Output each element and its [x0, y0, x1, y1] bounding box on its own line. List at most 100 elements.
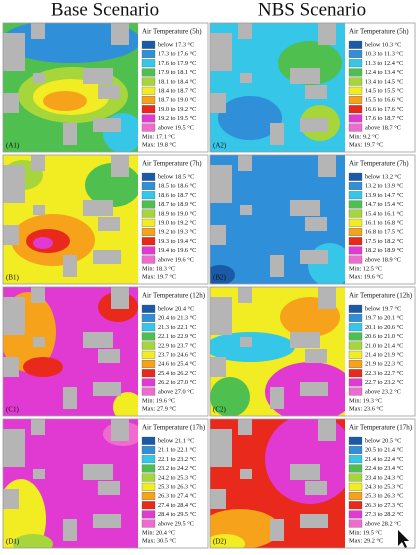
building — [83, 332, 113, 348]
building — [210, 489, 226, 509]
building — [98, 349, 120, 363]
legend-item: 20.1 to 20.6 °C — [365, 324, 403, 331]
building — [98, 481, 120, 495]
legend-swatch — [141, 200, 156, 209]
legend-item: 16.1 to 16.8 °C — [365, 219, 403, 226]
legend-item: 25.4 to 26.2 °C — [158, 370, 196, 377]
legend-swatch — [348, 77, 363, 86]
legend-swatch — [348, 218, 363, 227]
legend-swatch — [141, 501, 156, 510]
panel-frame — [2, 418, 209, 549]
building — [93, 250, 121, 264]
building — [31, 155, 45, 171]
map — [210, 419, 345, 548]
building — [290, 68, 320, 84]
legend-item: above 23.2 °C — [365, 388, 401, 395]
building — [270, 387, 284, 409]
building — [3, 297, 25, 335]
legend-swatch — [141, 360, 156, 368]
building — [300, 118, 328, 132]
building — [111, 419, 129, 441]
legend-swatch — [141, 123, 156, 132]
legend-item: above 18.9 °C — [365, 256, 401, 263]
building — [33, 205, 45, 215]
building — [98, 217, 120, 231]
legend-swatch — [141, 332, 156, 341]
legend-item: 21.0 to 21.4 °C — [365, 342, 403, 349]
building — [3, 93, 19, 113]
legend-swatch — [348, 369, 363, 378]
building — [318, 419, 336, 441]
building — [210, 93, 226, 113]
building — [270, 123, 284, 145]
legend-item: 18.5 to 18.6 °C — [158, 183, 196, 190]
legend-item: above 29.5 °C — [158, 520, 194, 527]
building — [98, 85, 120, 99]
legend-swatch — [141, 50, 156, 58]
map — [210, 287, 345, 416]
legend-max: Max: 23.6 °C — [349, 405, 383, 412]
panel-label: (B2) — [213, 274, 227, 282]
temperature-zone — [218, 96, 282, 140]
legend-item: 25.3 to 26.3 °C — [158, 483, 196, 490]
column-header: Base Scenario — [51, 0, 159, 20]
map — [3, 287, 138, 416]
legend-item: 19.3 to 19.4 °C — [158, 238, 196, 245]
legend-swatch — [348, 86, 363, 95]
legend-swatch — [348, 378, 363, 387]
legend-title: Air Temperature (7h) — [349, 160, 409, 168]
building — [33, 73, 45, 83]
legend-item: 18.6 to 18.7 °C — [158, 192, 196, 199]
building — [111, 23, 129, 45]
legend-item: 27.4 to 28.4 °C — [158, 502, 196, 509]
legend-item: 14.7 to 15.4 °C — [365, 201, 403, 208]
legend-item: 20.4 to 21.3 °C — [158, 315, 196, 322]
legend-min: Min: 17.1 °C — [142, 133, 175, 140]
legend-swatch — [141, 304, 156, 313]
building — [3, 165, 25, 203]
legend-item: 23.2 to 24.2 °C — [158, 465, 196, 472]
legend-item: 21.9 to 22.3 °C — [365, 361, 403, 368]
legend-min: Min: 19.5 °C — [349, 529, 382, 536]
building — [238, 287, 252, 303]
legend-item: below 19.7 °C — [365, 305, 401, 312]
legend-swatch — [141, 218, 156, 227]
building — [63, 255, 77, 277]
panel-frame — [2, 286, 209, 417]
legend-item: 16.8 to 17.5 °C — [365, 229, 403, 236]
legend-swatch — [141, 237, 156, 246]
temperature-zone — [33, 237, 53, 249]
building — [210, 33, 232, 71]
legend-swatch — [348, 492, 363, 500]
legend-item: 27.3 to 28.2 °C — [365, 511, 403, 518]
map — [3, 155, 138, 284]
legend-item: 13.9 to 14.7 °C — [365, 192, 403, 199]
legend-swatch — [348, 436, 363, 445]
legend-item: above 28.2 °C — [365, 520, 401, 527]
legend-item: below 17.3 °C — [158, 41, 194, 48]
legend-swatch — [141, 182, 156, 190]
building — [300, 514, 328, 528]
temperature-zone — [210, 265, 235, 284]
map — [210, 155, 345, 284]
legend-swatch — [141, 191, 156, 200]
legend-swatch — [348, 50, 363, 58]
legend-swatch — [348, 473, 363, 482]
panel-frame — [209, 154, 416, 285]
legend-item: 12.4 to 13.4 °C — [365, 69, 403, 76]
legend-max: Max: 27.9 °C — [142, 405, 176, 412]
legend-swatch — [141, 77, 156, 86]
panel-label: (D2) — [213, 538, 227, 546]
legend-swatch — [141, 246, 156, 255]
legend-swatch — [348, 519, 363, 528]
legend-item: 19.0 to 19.2 °C — [158, 106, 196, 113]
legend-item: 13.4 to 14.5 °C — [365, 78, 403, 85]
legend-item: 18.7 to 19.0 °C — [158, 97, 196, 104]
legend-swatch — [141, 446, 156, 454]
legend-item: 22.1 to 23.2 °C — [158, 456, 196, 463]
legend-swatch — [141, 378, 156, 387]
legend-swatch — [348, 182, 363, 190]
building — [83, 200, 113, 216]
legend-title: Air Temperature (5h) — [142, 28, 202, 36]
